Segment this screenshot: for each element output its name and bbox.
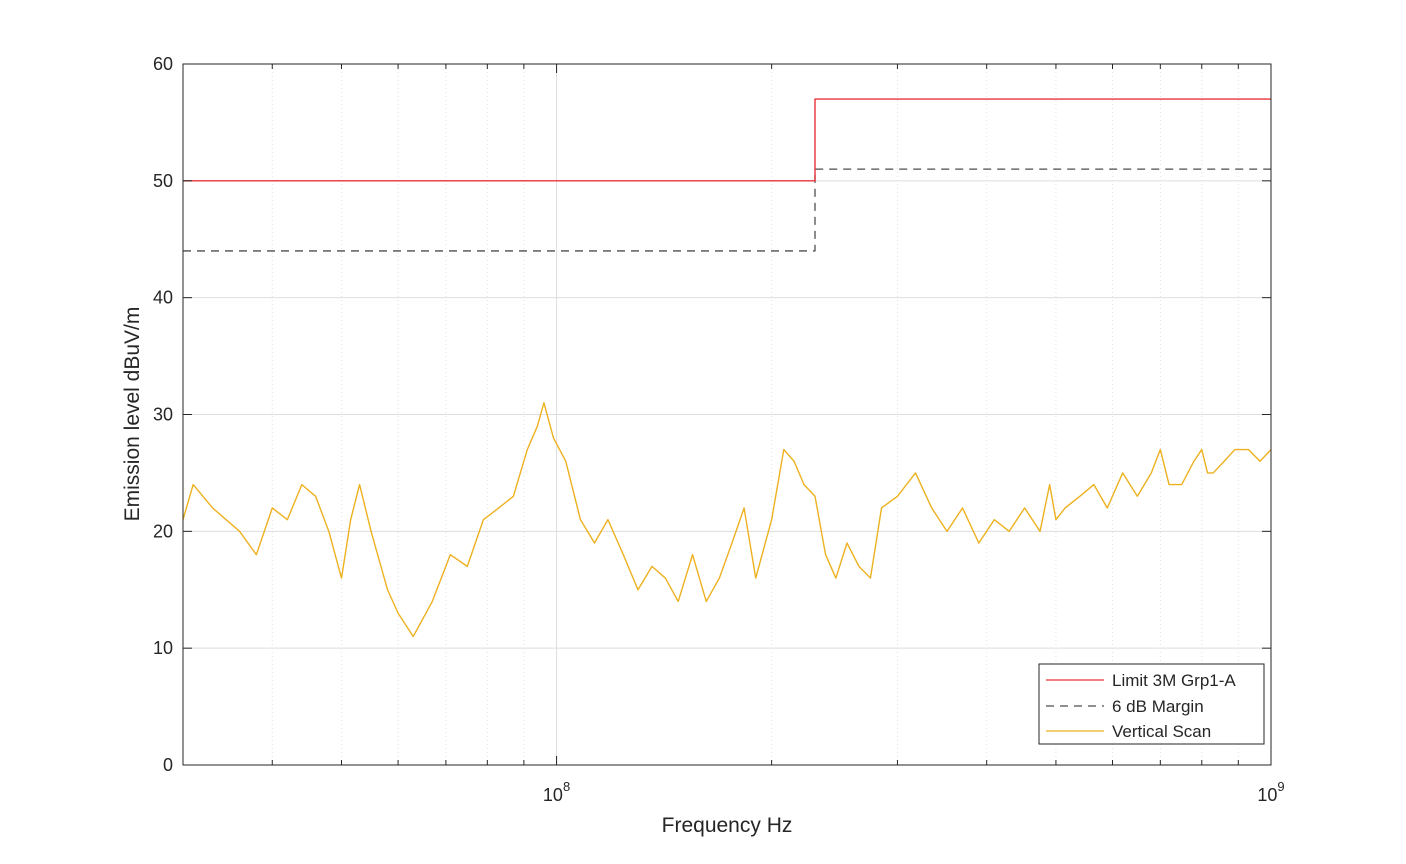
series-line-2 bbox=[182, 402, 1272, 638]
y-tick-label: 30 bbox=[153, 405, 173, 425]
y-tick-label: 40 bbox=[153, 288, 173, 308]
legend-label-margin: 6 dB Margin bbox=[1112, 697, 1204, 716]
legend-label-vertical-scan: Vertical Scan bbox=[1112, 722, 1211, 741]
legend-label-limit: Limit 3M Grp1-A bbox=[1112, 671, 1236, 690]
y-tick-label: 10 bbox=[153, 638, 173, 658]
y-tick-label: 0 bbox=[163, 755, 173, 775]
legend: Limit 3M Grp1-A 6 dB Margin Vertical Sca… bbox=[1038, 663, 1265, 745]
series-line-1 bbox=[183, 168, 1271, 252]
x-axis-label: Frequency Hz bbox=[662, 814, 793, 837]
x-tick-label: 109 bbox=[1257, 779, 1284, 805]
y-tick-label: 50 bbox=[153, 171, 173, 191]
series-line-0 bbox=[183, 98, 1271, 182]
x-tick-label: 108 bbox=[543, 779, 570, 805]
y-tick-label: 20 bbox=[153, 521, 173, 541]
y-axis-label: Emission level dBuV/m bbox=[121, 307, 144, 522]
series-group bbox=[182, 98, 1272, 638]
y-tick-label: 60 bbox=[153, 54, 173, 74]
